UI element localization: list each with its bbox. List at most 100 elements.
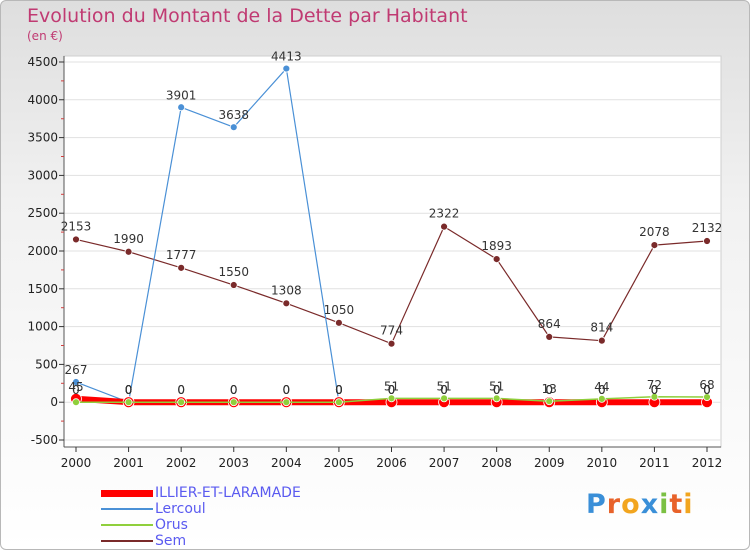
data-label-illier-et-laramade: 0 xyxy=(545,383,553,397)
data-label-illier-et-laramade: 0 xyxy=(440,383,448,397)
data-label-illier-et-laramade: 0 xyxy=(335,383,343,397)
legend-label: Orus xyxy=(155,517,188,533)
data-label-sem: 1050 xyxy=(324,303,355,317)
data-label-lercoul: 3638 xyxy=(218,108,249,122)
data-point-orus xyxy=(650,392,659,401)
logo-letter: i xyxy=(683,489,694,520)
data-point-sem xyxy=(597,336,606,345)
data-label-sem: 1550 xyxy=(218,265,249,279)
data-point-sem xyxy=(335,318,343,327)
chart-title: Evolution du Montant de la Dette par Hab… xyxy=(27,5,468,27)
legend-label: ILLIER-ET-LARAMADE xyxy=(155,485,301,501)
logo-letter: x xyxy=(640,489,660,520)
data-point-orus xyxy=(492,394,501,403)
data-label-illier-et-laramade: 0 xyxy=(493,383,501,397)
y-tick-label: 3500 xyxy=(27,131,58,145)
data-label-sem: 774 xyxy=(380,324,403,338)
legend-swatch xyxy=(101,508,153,510)
data-label-lercoul: 0 xyxy=(335,383,343,397)
data-label-orus: 0 xyxy=(125,383,133,397)
data-point-sem xyxy=(492,255,501,263)
data-label-sem: 1777 xyxy=(166,248,197,262)
x-tick-label: 2006 xyxy=(376,456,407,470)
data-point-sem xyxy=(72,235,80,244)
logo-letter: i xyxy=(659,489,670,520)
x-tick-label: 2000 xyxy=(61,456,92,470)
data-label-sem: 1308 xyxy=(271,283,302,297)
y-tick-label: 1500 xyxy=(27,282,58,296)
x-tick-label: 2003 xyxy=(218,456,249,470)
data-label-orus: 0 xyxy=(72,383,80,397)
y-tick-label: 2000 xyxy=(27,244,58,258)
data-point-sem xyxy=(545,332,554,341)
data-label-orus: 0 xyxy=(283,383,291,397)
legend-swatch xyxy=(101,540,153,542)
data-point-sem xyxy=(124,247,133,256)
y-tick-label: 4000 xyxy=(27,93,58,107)
data-label-lercoul: 0 xyxy=(125,383,133,397)
data-point-sem xyxy=(177,263,186,272)
x-tick-label: 2009 xyxy=(534,456,565,470)
data-label-lercoul: 0 xyxy=(598,383,606,397)
data-label-sem: 2132 xyxy=(692,221,723,235)
data-point-sem xyxy=(282,299,291,308)
data-point-sem xyxy=(703,237,711,245)
data-label-sem: 1893 xyxy=(481,239,512,253)
data-label-lercoul: 0 xyxy=(388,383,396,397)
data-label-illier-et-laramade: 0 xyxy=(125,383,133,397)
data-point-orus xyxy=(229,398,238,407)
data-label-sem: 2322 xyxy=(429,207,460,221)
data-label-illier-et-laramade: 0 xyxy=(703,383,711,397)
logo-letter: t xyxy=(669,489,684,520)
data-point-lercoul xyxy=(177,103,186,112)
data-point-lercoul xyxy=(229,123,238,132)
data-label-orus: 13 xyxy=(542,382,557,396)
data-point-orus xyxy=(703,393,711,401)
chart-subtitle: (en €) xyxy=(27,29,63,43)
y-tick-label: 3000 xyxy=(27,168,58,182)
data-point-orus xyxy=(177,398,186,407)
logo-letter: P xyxy=(586,489,607,520)
data-label-lercoul: 267 xyxy=(65,363,88,377)
data-label-lercoul: 0 xyxy=(651,383,659,397)
legend-swatch xyxy=(101,524,153,526)
x-tick-label: 2004 xyxy=(271,456,302,470)
data-label-orus: 0 xyxy=(230,383,238,397)
y-tick-label: 1000 xyxy=(27,320,58,334)
y-tick-label: 2500 xyxy=(27,206,58,220)
legend-label: Lercoul xyxy=(155,501,206,517)
data-point-lercoul xyxy=(72,378,80,386)
data-label-lercoul: 0 xyxy=(440,383,448,397)
proxiti-logo: Proxiti xyxy=(586,489,694,520)
data-label-orus: 51 xyxy=(436,379,451,393)
y-tick-label: -500 xyxy=(31,433,58,447)
y-tick-label: 500 xyxy=(35,357,58,371)
data-label-sem: 2078 xyxy=(639,225,670,239)
data-point-orus xyxy=(387,394,396,403)
data-label-orus: 72 xyxy=(647,378,662,392)
logo-letter: o xyxy=(621,489,641,520)
data-label-illier-et-laramade: 0 xyxy=(598,383,606,397)
data-label-orus: 0 xyxy=(335,383,343,397)
x-tick-label: 2005 xyxy=(324,456,355,470)
data-point-orus xyxy=(124,398,133,407)
data-point-orus xyxy=(282,398,291,407)
data-label-illier-et-laramade: 0 xyxy=(651,383,659,397)
data-label-illier-et-laramade: 45 xyxy=(68,380,83,394)
data-point-orus xyxy=(440,394,448,403)
data-point-sem xyxy=(650,241,659,250)
logo-letter: r xyxy=(606,489,622,520)
x-tick-label: 2012 xyxy=(692,456,723,470)
legend-swatch xyxy=(101,489,153,497)
x-tick-label: 2010 xyxy=(587,456,618,470)
data-label-illier-et-laramade: 0 xyxy=(177,383,185,397)
x-tick-label: 2008 xyxy=(481,456,512,470)
x-tick-label: 2007 xyxy=(429,456,460,470)
data-label-orus: 51 xyxy=(384,379,399,393)
data-label-sem: 1990 xyxy=(113,232,144,246)
data-label-orus: 0 xyxy=(177,383,185,397)
data-label-lercoul: 3901 xyxy=(166,88,197,102)
data-label-illier-et-laramade: 0 xyxy=(230,383,238,397)
